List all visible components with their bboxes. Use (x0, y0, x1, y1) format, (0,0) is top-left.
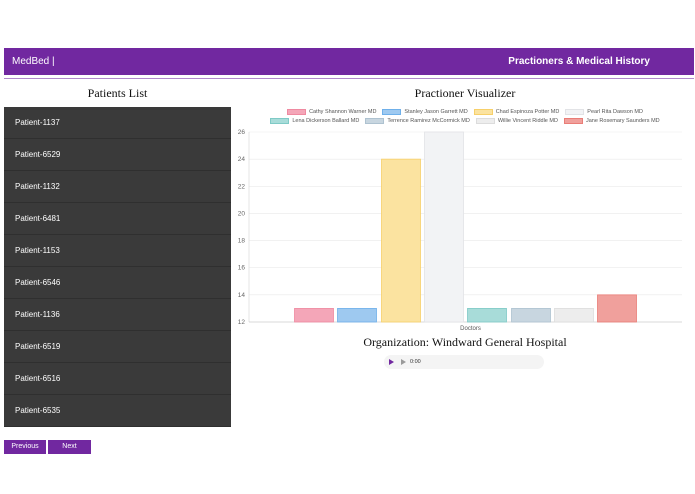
legend-row: Lena Dickerson Ballard MD Terrence Ramire… (240, 118, 690, 124)
legend-swatch (563, 118, 583, 124)
organization-heading: Organization: Windward General Hospital (363, 335, 567, 349)
y-tick-label: 14 (238, 292, 246, 299)
legend-item[interactable]: Chad Espinoza Potter MD (473, 109, 560, 115)
legend-item[interactable]: Pearl Rita Dawson MD (565, 109, 643, 115)
page-title[interactable]: Practioners & Medical History (508, 56, 650, 67)
patients-list-heading: Patients List (87, 86, 148, 100)
next-button[interactable]: Next (48, 439, 91, 454)
legend-item[interactable]: Cathy Shannon Warner MD (287, 109, 376, 115)
bar (337, 308, 377, 323)
legend-swatch (565, 109, 585, 115)
y-tick-label: 12 (238, 319, 246, 326)
legend-swatch (382, 109, 402, 115)
legend-item[interactable]: Terrence Ramirez McCormick MD (365, 118, 470, 124)
patient-item[interactable]: Patient-1136 (4, 299, 231, 331)
patient-item[interactable]: Patient-6535 (4, 395, 231, 427)
legend-item[interactable]: Lena Dickerson Ballard MD (270, 118, 359, 124)
y-tick-label: 26 (238, 129, 246, 136)
legend-swatch (365, 118, 385, 124)
legend-row: Cathy Shannon Warner MD Stanley Jason Gar… (240, 109, 690, 115)
patients-list: Patient-1137 Patient-6529 Patient-1132 P… (4, 107, 231, 427)
patient-item[interactable]: Patient-1153 (4, 235, 231, 267)
practitioner-bar-chart: 12 14 16 18 20 22 24 26 Doctors (238, 129, 682, 332)
patient-item[interactable]: Patient-6529 (4, 139, 231, 171)
legend-label: Pearl Rita Dawson MD (587, 109, 643, 115)
header-divider (4, 78, 694, 79)
legend-label: Terrence Ramirez McCormick MD (387, 118, 470, 124)
legend-swatch (270, 118, 290, 124)
y-tick-label: 24 (238, 156, 246, 163)
play-icon[interactable] (389, 359, 394, 365)
audio-time: 0:00 (410, 359, 421, 365)
bar (511, 308, 551, 323)
legend-swatch (287, 109, 307, 115)
play-indicator-icon (401, 359, 406, 365)
legend-swatch (475, 118, 495, 124)
pagination: Previous Next (4, 435, 93, 454)
bar (467, 308, 507, 323)
patient-item[interactable]: Patient-6516 (4, 363, 231, 395)
legend-label: Chad Espinoza Potter MD (495, 109, 560, 115)
legend-label: Willie Vincent Riddle MD (497, 118, 558, 124)
audio-player[interactable]: 0:00 (384, 355, 544, 369)
legend-item[interactable]: Jane Rosemary Saunders MD (563, 118, 660, 124)
legend-label: Cathy Shannon Warner MD (309, 109, 377, 115)
bar (381, 158, 421, 323)
legend-label: Jane Rosemary Saunders MD (585, 118, 660, 124)
patient-item[interactable]: Patient-6519 (4, 331, 231, 363)
patient-item[interactable]: Patient-1137 (4, 107, 231, 139)
y-tick-label: 22 (238, 183, 246, 190)
legend-item[interactable]: Stanley Jason Garrett MD (382, 109, 468, 115)
legend-item[interactable]: Willie Vincent Riddle MD (475, 118, 558, 124)
bar (424, 131, 464, 323)
y-tick-label: 16 (238, 265, 246, 272)
x-axis-label: Doctors (460, 326, 481, 332)
bar (597, 294, 637, 323)
y-tick-label: 18 (238, 238, 246, 245)
patient-item[interactable]: Patient-6481 (4, 203, 231, 235)
legend-label: Lena Dickerson Ballard MD (292, 118, 360, 124)
chart-legend: Cathy Shannon Warner MD Stanley Jason Gar… (240, 109, 690, 127)
legend-label: Stanley Jason Garrett MD (404, 109, 468, 115)
patient-item[interactable]: Patient-1132 (4, 171, 231, 203)
patient-item[interactable]: Patient-6546 (4, 267, 231, 299)
y-tick-label: 20 (238, 210, 246, 217)
top-navbar: MedBed | Practioners & Medical History (4, 48, 694, 75)
bar (554, 308, 594, 323)
bar (294, 308, 334, 323)
previous-button[interactable]: Previous (4, 439, 46, 454)
visualizer-heading: Practioner Visualizer (414, 86, 516, 100)
brand-logo[interactable]: MedBed | (12, 56, 55, 67)
legend-swatch (473, 109, 493, 115)
